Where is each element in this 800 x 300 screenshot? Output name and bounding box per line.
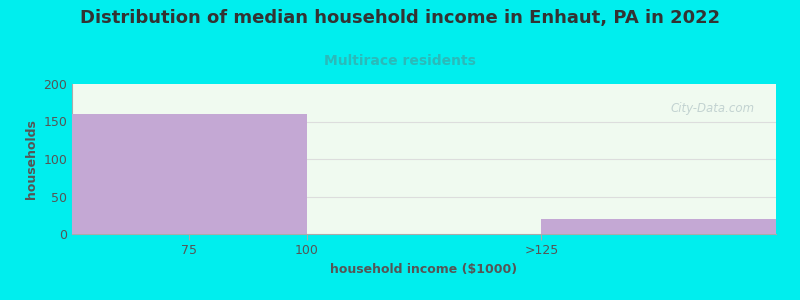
Y-axis label: households: households bbox=[25, 119, 38, 199]
Text: City-Data.com: City-Data.com bbox=[670, 102, 755, 115]
Text: Distribution of median household income in Enhaut, PA in 2022: Distribution of median household income … bbox=[80, 9, 720, 27]
Bar bbox=[542, 219, 776, 234]
X-axis label: household income ($1000): household income ($1000) bbox=[330, 263, 518, 276]
Text: Multirace residents: Multirace residents bbox=[324, 54, 476, 68]
Bar bbox=[72, 114, 306, 234]
